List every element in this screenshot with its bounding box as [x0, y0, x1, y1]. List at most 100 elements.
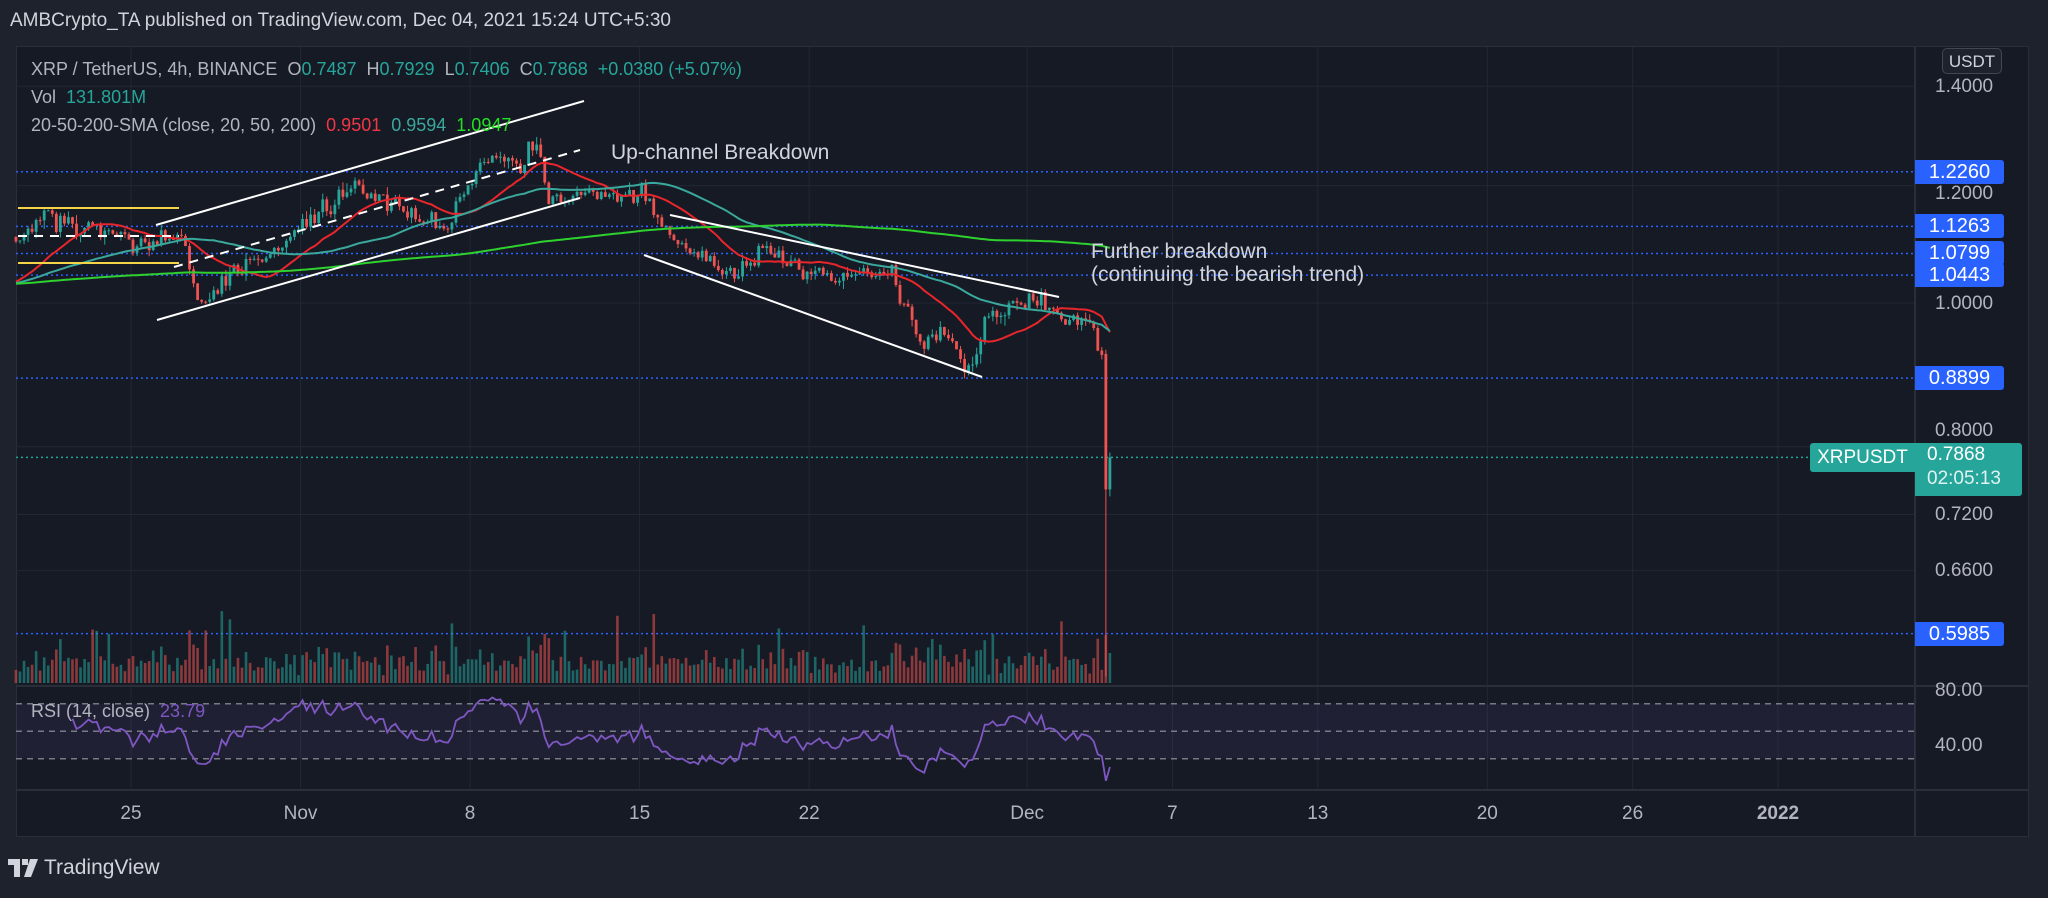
symbol-name[interactable]: XRP / TetherUS, 4h, BINANCE — [31, 59, 278, 79]
candle-body — [620, 194, 623, 202]
candle-body — [46, 210, 50, 212]
volume-bar — [1108, 653, 1112, 683]
candle-body — [624, 194, 627, 196]
volume-bar — [285, 653, 288, 683]
volume-bar — [482, 664, 486, 683]
sma-label: 20-50-200-SMA (close, 20, 50, 200) — [31, 115, 317, 135]
price-tick: 1.0000 — [1935, 292, 1994, 314]
volume-bar — [42, 657, 46, 683]
volume-bar — [951, 666, 954, 683]
candle-body — [922, 341, 926, 349]
volume-bar — [79, 667, 82, 683]
candle-body — [180, 234, 183, 236]
volume-bar — [935, 659, 938, 683]
volume-bar — [789, 657, 793, 683]
volume-bar — [111, 663, 115, 683]
annotation-up-channel[interactable]: Up-channel Breakdown — [611, 141, 830, 164]
last-price-label: 0.7868 02:05:13 — [1915, 443, 2022, 496]
volume-bar — [373, 657, 377, 683]
volume-bar — [967, 659, 970, 683]
candle-body — [377, 194, 381, 201]
candle-body — [926, 336, 930, 349]
volume-bar — [1056, 666, 1059, 683]
candle-body — [430, 212, 434, 222]
volume-bar — [830, 664, 833, 683]
volume-bar — [503, 660, 506, 683]
candle-body — [131, 239, 135, 253]
candle-body — [611, 193, 615, 195]
tradingview-logo[interactable]: TradingView — [8, 856, 160, 880]
volume-bar — [119, 664, 123, 683]
volume-bar — [168, 664, 171, 683]
volume-bar — [854, 670, 857, 683]
candle-body — [745, 261, 748, 266]
volume-bar — [466, 659, 470, 683]
candle-body — [103, 230, 107, 238]
volume-bar — [438, 661, 442, 683]
candle-body — [1068, 319, 1071, 325]
price-tick: 0.6600 — [1935, 560, 1994, 582]
candle-body — [833, 280, 837, 283]
volume-bar — [1003, 663, 1007, 683]
volume-bar — [842, 662, 845, 683]
volume-bar — [821, 658, 825, 683]
volume-bar — [212, 659, 216, 683]
annotation-bearish-trend[interactable]: (continuing the bearish trend) — [1091, 263, 1365, 286]
volume-bar — [159, 646, 163, 683]
symbol-price-label: XRPUSDT — [1810, 443, 1915, 472]
volume-bar — [83, 658, 86, 683]
volume-bar — [761, 659, 765, 683]
volume-bar — [591, 660, 595, 683]
volume-bar — [858, 667, 861, 683]
volume-bar — [406, 665, 409, 683]
candle-body — [890, 265, 894, 276]
volume-bar — [939, 644, 942, 683]
volume-bar — [700, 659, 704, 683]
volume-bar — [983, 640, 987, 683]
volume-bar — [906, 667, 910, 683]
volume-legend[interactable]: Vol 131.801M — [31, 87, 146, 108]
volume-bar — [232, 666, 236, 683]
candle-body — [1096, 327, 1100, 351]
candle-body — [325, 199, 329, 212]
volume-bar — [733, 658, 736, 683]
candle-body — [502, 156, 506, 162]
candle-body — [143, 238, 147, 243]
candle-body — [373, 193, 377, 201]
candle-body — [22, 234, 26, 241]
candle-body — [329, 211, 333, 215]
candle-body — [220, 276, 224, 294]
candle-body — [947, 334, 950, 339]
volume-bar — [898, 644, 902, 683]
candle-body — [652, 198, 656, 215]
volume-bar — [260, 667, 264, 683]
candle-body — [708, 256, 712, 262]
candle-body — [1031, 293, 1035, 301]
rsi-legend[interactable]: RSI (14, close) 23.79 — [31, 701, 205, 722]
volume-bar — [604, 670, 607, 683]
candle-body — [111, 230, 115, 234]
sma-legend[interactable]: 20-50-200-SMA (close, 20, 50, 200) 0.950… — [31, 115, 511, 136]
volume-bar — [426, 663, 429, 683]
annotation-further-breakdown[interactable]: Further breakdown — [1091, 240, 1268, 263]
volume-bar — [317, 646, 321, 683]
down-channel-upper — [669, 214, 1060, 298]
candle-body — [942, 326, 946, 335]
volume-bar — [579, 656, 583, 683]
candle-body — [212, 290, 216, 300]
candle-body — [1056, 308, 1059, 313]
candle-body — [704, 250, 708, 262]
volume-bar — [365, 661, 369, 683]
level-label: 1.1263 — [1915, 214, 2004, 239]
volume-value: 131.801M — [66, 87, 147, 107]
candle-body — [1039, 292, 1043, 306]
currency-button[interactable]: USDT — [1942, 48, 2002, 74]
volume-bar — [741, 648, 744, 683]
candle-body — [1104, 353, 1108, 490]
candle-body — [854, 274, 857, 276]
candle-body — [579, 191, 583, 195]
volume-bar — [107, 633, 111, 683]
symbol-legend[interactable]: XRP / TetherUS, 4h, BINANCE O0.7487 H0.7… — [31, 59, 742, 80]
candle-body — [176, 234, 179, 240]
